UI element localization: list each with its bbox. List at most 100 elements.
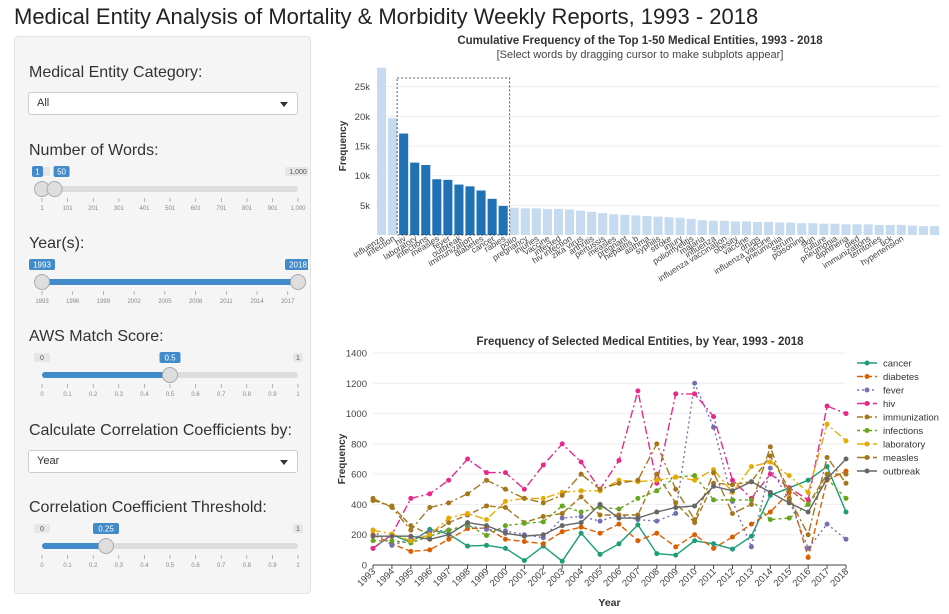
- data-point-laboratory: [578, 488, 584, 494]
- data-point-infections: [805, 501, 811, 507]
- bar: [376, 67, 387, 236]
- slider-tick-label: 1: [296, 392, 300, 398]
- slider-min-label: 0: [40, 355, 44, 362]
- data-point-outbreak: [427, 536, 433, 542]
- data-point-laboratory: [654, 477, 660, 483]
- category-select[interactable]: All: [28, 92, 298, 115]
- data-point-measles: [502, 486, 508, 492]
- y-tick-label: 15k: [355, 142, 371, 153]
- data-point-outbreak: [597, 501, 603, 507]
- data-point-hiv: [427, 491, 433, 497]
- data-point-hiv: [711, 414, 717, 420]
- data-point-diabetes: [692, 532, 698, 538]
- y-tick-label: 1200: [346, 379, 367, 390]
- series-line-diabetes: [372, 470, 847, 561]
- top-entities-bar-chart[interactable]: Cumulative Frequency of the Top 1-50 Med…: [322, 30, 944, 292]
- data-point-outbreak: [843, 456, 849, 462]
- data-point-hiv: [578, 459, 584, 465]
- bar: [697, 220, 707, 235]
- data-point-laboratory: [767, 459, 773, 465]
- data-point-outbreak: [616, 515, 622, 521]
- slider-tick-label: 0.3: [115, 392, 124, 398]
- data-point-measles: [616, 480, 622, 486]
- data-point-immunization: [786, 486, 792, 492]
- bar: [786, 222, 796, 235]
- legend-marker: [864, 468, 870, 474]
- chart-title: Frequency of Selected Medical Entities, …: [476, 336, 804, 348]
- data-point-infections: [502, 523, 508, 529]
- slider-tick-label: 2008: [189, 299, 203, 305]
- data-point-hiv: [446, 477, 452, 483]
- entities-by-year-line-chart[interactable]: Frequency of Selected Medical Entities, …: [322, 330, 944, 610]
- data-point-diabetes: [446, 536, 452, 542]
- x-tick-label: 2015: [772, 566, 795, 589]
- data-point-diabetes: [502, 536, 508, 542]
- data-point-outbreak: [521, 533, 527, 539]
- data-point-hiv: [673, 391, 679, 397]
- bar: [476, 190, 486, 235]
- data-point-fever: [843, 536, 849, 542]
- bar: [620, 214, 630, 235]
- data-point-outbreak: [805, 509, 811, 515]
- x-tick-label: 1995: [393, 566, 416, 589]
- data-point-cancer: [597, 551, 603, 557]
- bar: [498, 205, 508, 235]
- data-point-laboratory: [843, 438, 849, 444]
- data-point-infections: [616, 506, 622, 512]
- bar: [741, 221, 752, 235]
- data-point-hiv: [484, 470, 490, 476]
- y-tick-label: 400: [351, 500, 367, 511]
- corr-by-select[interactable]: Year: [28, 450, 298, 473]
- data-point-fever: [389, 542, 395, 548]
- bar: [609, 214, 619, 235]
- bar: [708, 220, 718, 235]
- bar: [808, 223, 818, 235]
- threshold-slider[interactable]: 0 1 0.25 0 0.1 0.2 0.3 0.4 0.5 0.6 0.7 0.8 0.9 1: [23, 522, 308, 570]
- slider-tick-label: 0.9: [268, 563, 277, 569]
- x-tick-label: 2005: [582, 566, 605, 589]
- bar: [443, 179, 453, 235]
- data-point-measles: [654, 441, 660, 447]
- chart-subtitle: [Select words by dragging cursor to make…: [497, 49, 784, 61]
- slider-tick-label: 0.8: [243, 392, 252, 398]
- data-point-measles: [370, 495, 376, 501]
- x-tick-label: 2009: [658, 566, 681, 589]
- data-point-cancer: [654, 551, 660, 557]
- data-point-hiv: [502, 470, 508, 476]
- data-point-immunization: [673, 500, 679, 506]
- slider-tick-label: 1: [40, 206, 44, 212]
- data-point-hiv: [616, 458, 622, 464]
- data-point-measles: [767, 444, 773, 450]
- data-point-infections: [635, 495, 641, 501]
- aws-slider[interactable]: 0 1 0.5 0 0.1 0.2 0.3 0.4 0.5 0.6 0.7 0.8 0.9 1: [23, 351, 308, 399]
- bar: [487, 198, 497, 235]
- bar: [852, 224, 862, 235]
- data-point-outbreak: [654, 509, 660, 515]
- data-point-diabetes: [654, 530, 660, 536]
- num-words-slider[interactable]: 11,00015011012013014015016017018019011,0…: [23, 165, 308, 213]
- data-point-outbreak: [711, 483, 717, 489]
- data-point-fever: [692, 380, 698, 386]
- x-tick-label: 2012: [715, 566, 738, 589]
- slider-handle: [34, 274, 50, 290]
- data-point-hiv: [408, 495, 414, 501]
- data-point-measles: [635, 477, 641, 483]
- slider-fill: [42, 279, 298, 285]
- sidebar-panel: Medical Entity Category: All Number of W…: [14, 36, 311, 594]
- data-point-infections: [711, 497, 717, 503]
- x-tick-label: 2000: [488, 566, 511, 589]
- slider-min-badge: [34, 524, 50, 533]
- bar: [576, 210, 586, 235]
- bar: [686, 218, 696, 235]
- x-tick-label: 2013: [734, 566, 757, 589]
- data-point-infections: [843, 495, 849, 501]
- legend-marker: [864, 387, 870, 393]
- bar: [797, 223, 807, 235]
- data-point-immunization: [408, 523, 414, 529]
- corr-by-label: Calculate Correlation Coefficients by:: [29, 422, 292, 439]
- slider-fill: [42, 372, 170, 378]
- years-slider[interactable]: 1993 2018 1993 1996 1999 2002 2005 2008 2011 2014…: [23, 258, 308, 306]
- bar: [896, 224, 906, 235]
- data-point-cancer: [484, 542, 490, 548]
- bar: [863, 224, 873, 235]
